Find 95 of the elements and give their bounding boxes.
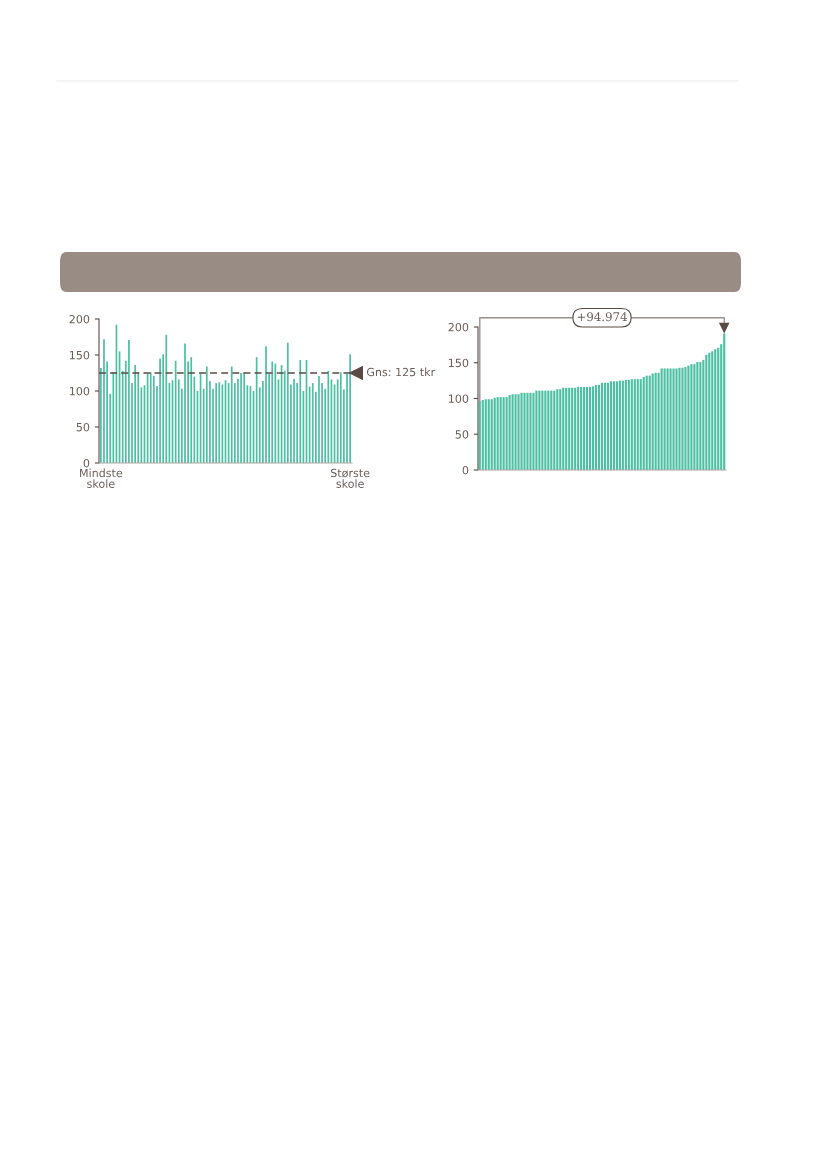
bar bbox=[669, 368, 672, 470]
x-tick-label: Største skole bbox=[330, 468, 370, 488]
bar bbox=[708, 352, 711, 470]
bar bbox=[645, 375, 648, 470]
bar bbox=[702, 359, 705, 470]
bar bbox=[577, 387, 580, 470]
bar bbox=[541, 390, 544, 470]
bar bbox=[651, 373, 654, 470]
bar bbox=[648, 375, 651, 470]
y-tick-label: 50 bbox=[455, 430, 469, 439]
bar bbox=[550, 390, 553, 470]
bar bbox=[705, 354, 708, 470]
bar bbox=[687, 365, 690, 470]
bar bbox=[496, 397, 499, 470]
bar bbox=[490, 399, 493, 470]
y-tick-label: 50 bbox=[76, 422, 90, 432]
bar bbox=[714, 349, 717, 470]
bar bbox=[508, 394, 511, 470]
bar bbox=[535, 390, 538, 470]
bar bbox=[514, 394, 517, 470]
bar bbox=[526, 392, 529, 470]
bar bbox=[583, 387, 586, 470]
bar bbox=[589, 387, 592, 470]
bar bbox=[612, 381, 615, 470]
bar bbox=[609, 381, 613, 470]
bar bbox=[568, 387, 571, 470]
bar bbox=[586, 387, 589, 470]
bar bbox=[600, 382, 604, 470]
bar bbox=[481, 399, 484, 470]
y-tick-label: 200 bbox=[69, 314, 90, 324]
bar bbox=[678, 367, 681, 470]
bar bbox=[493, 397, 496, 470]
y-tick-label: 200 bbox=[448, 322, 469, 332]
bar bbox=[630, 379, 633, 470]
y-tick-label: 150 bbox=[448, 358, 469, 368]
y-tick-label: 100 bbox=[448, 394, 469, 403]
bar bbox=[559, 389, 562, 470]
bar bbox=[639, 379, 642, 470]
bar bbox=[478, 401, 481, 470]
bar bbox=[562, 387, 565, 470]
bar bbox=[684, 367, 687, 470]
bar bbox=[523, 392, 526, 470]
bar bbox=[621, 380, 624, 470]
y-tick-label: 0 bbox=[462, 465, 469, 475]
y-tick-label: 100 bbox=[69, 386, 90, 396]
bar bbox=[675, 368, 678, 470]
bar bbox=[544, 390, 547, 470]
bar bbox=[553, 390, 556, 470]
bar bbox=[672, 368, 675, 470]
bar bbox=[618, 380, 621, 470]
bar bbox=[642, 377, 645, 470]
bar bbox=[594, 384, 598, 470]
bar bbox=[556, 389, 559, 470]
bar bbox=[660, 368, 663, 470]
bar bbox=[690, 364, 693, 470]
ref-line-label: Gns: 125 tkr bbox=[366, 367, 436, 377]
bar bbox=[711, 351, 714, 470]
bar bbox=[502, 397, 505, 470]
bar bbox=[663, 368, 666, 470]
bar bbox=[505, 397, 508, 470]
bar bbox=[580, 387, 583, 470]
bar bbox=[484, 399, 487, 470]
bar bbox=[499, 397, 502, 470]
bar bbox=[693, 364, 696, 470]
bar bbox=[532, 392, 535, 470]
bar bbox=[666, 368, 669, 470]
bar bbox=[624, 379, 627, 470]
y-tick-label: 150 bbox=[69, 350, 90, 360]
bar bbox=[603, 382, 607, 470]
bar bbox=[571, 387, 574, 470]
bar bbox=[511, 394, 514, 470]
bar bbox=[606, 382, 610, 470]
bar bbox=[636, 379, 639, 470]
bar bbox=[654, 372, 657, 470]
bar bbox=[529, 392, 532, 470]
y-tick-label: 0 bbox=[83, 458, 90, 468]
text: +94.974 bbox=[577, 312, 628, 322]
bar bbox=[565, 387, 568, 470]
bar bbox=[517, 394, 520, 470]
bar bbox=[597, 384, 601, 470]
bar bbox=[699, 362, 702, 470]
bar bbox=[487, 399, 490, 470]
bar bbox=[520, 392, 523, 470]
bar bbox=[696, 362, 699, 470]
bar bbox=[547, 390, 550, 470]
bar bbox=[574, 387, 577, 470]
bar bbox=[591, 386, 595, 470]
bar bbox=[538, 390, 541, 470]
x-tick-label: Mindste skole bbox=[80, 468, 123, 488]
bar bbox=[627, 379, 630, 470]
bar bbox=[717, 347, 720, 470]
bar bbox=[633, 379, 636, 470]
bar bbox=[615, 381, 618, 470]
bar bbox=[657, 372, 660, 470]
bar bbox=[681, 367, 684, 470]
